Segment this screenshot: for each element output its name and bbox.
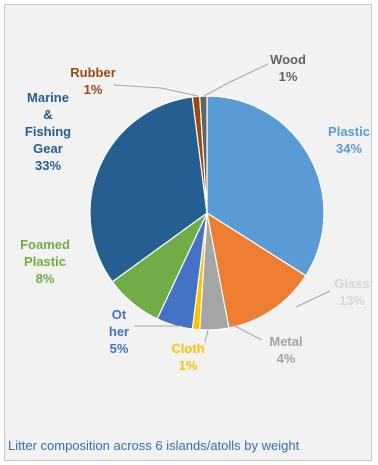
slice-label: Foamed Plastic 8% [20, 237, 70, 286]
leader-line [204, 329, 209, 343]
slice-label: Cloth 1% [171, 341, 204, 373]
leader-line [203, 63, 269, 97]
slice-label: Glass 13% [334, 276, 369, 308]
slice-label: Plastic 34% [328, 124, 370, 156]
slice-label: Marine & Fishing Gear 33% [25, 90, 71, 173]
pie-slice-plastic [206, 95, 325, 277]
slice-label: Rubber 1% [70, 65, 116, 97]
leader-line [295, 290, 331, 308]
leader-lines [113, 63, 331, 343]
leader-line [228, 322, 263, 341]
slice-label: Wood 1% [270, 52, 306, 84]
slice-label: Metal 4% [269, 334, 302, 366]
slice-label: Ot her 5% [109, 307, 129, 356]
leader-line [113, 84, 199, 97]
pie-slices [89, 95, 325, 331]
chart-caption: Litter composition across 6 islands/atol… [8, 438, 300, 453]
pie-slice-marine-fishing-gear [89, 96, 208, 283]
pie-slice-glass [206, 211, 307, 329]
pie-slice-wood [199, 95, 208, 214]
slice-labels: Plastic 34% Glass 13% Metal 4% Cloth 1% Ot her 5% F… [20, 52, 370, 373]
